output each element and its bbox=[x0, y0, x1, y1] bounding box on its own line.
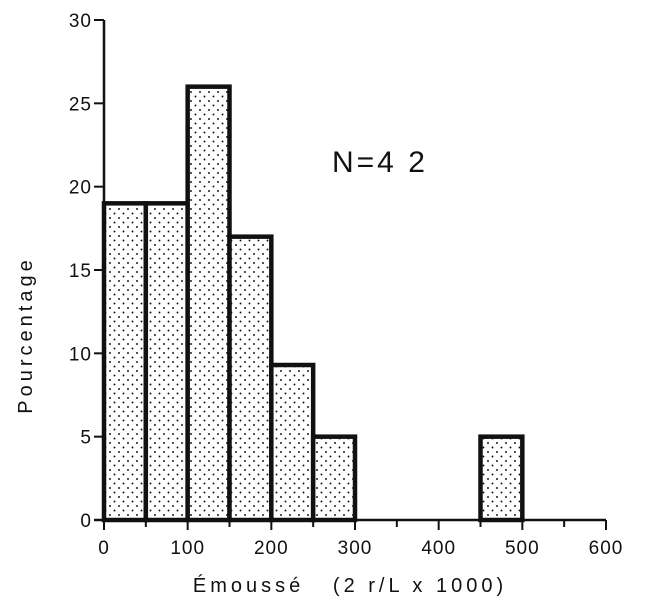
y-tick-label: 0 bbox=[80, 511, 92, 532]
y-tick-label: 20 bbox=[69, 178, 92, 199]
y-tick-label: 30 bbox=[69, 11, 92, 32]
sample-size-annotation: N=4 2 bbox=[332, 146, 428, 179]
histogram-bar bbox=[185, 84, 232, 523]
x-axis-title: Émoussé (2 r/L x 1000) bbox=[193, 574, 507, 597]
histogram-bar bbox=[101, 201, 149, 523]
x-tick-label: 500 bbox=[505, 538, 540, 559]
y-tick-label: 5 bbox=[80, 428, 92, 449]
y-tick-label: 25 bbox=[69, 94, 92, 115]
histogram-bar bbox=[478, 434, 525, 523]
x-tick-label: 200 bbox=[254, 538, 289, 559]
histogram-bar bbox=[143, 201, 190, 523]
axes-layer bbox=[94, 19, 607, 530]
x-tick-label: 0 bbox=[98, 538, 110, 559]
x-tick-label: 600 bbox=[589, 538, 624, 559]
histogram-bar bbox=[269, 362, 316, 523]
y-tick-label: 10 bbox=[69, 344, 92, 365]
x-tick-label: 100 bbox=[170, 538, 205, 559]
bars-layer bbox=[101, 84, 525, 523]
y-tick-label: 15 bbox=[69, 261, 92, 282]
y-axis-title: Pourcentage bbox=[15, 256, 37, 413]
histogram-bar bbox=[310, 434, 358, 523]
x-tick-label: 300 bbox=[338, 538, 373, 559]
histogram-bar bbox=[227, 234, 274, 523]
x-tick-label: 400 bbox=[421, 538, 456, 559]
